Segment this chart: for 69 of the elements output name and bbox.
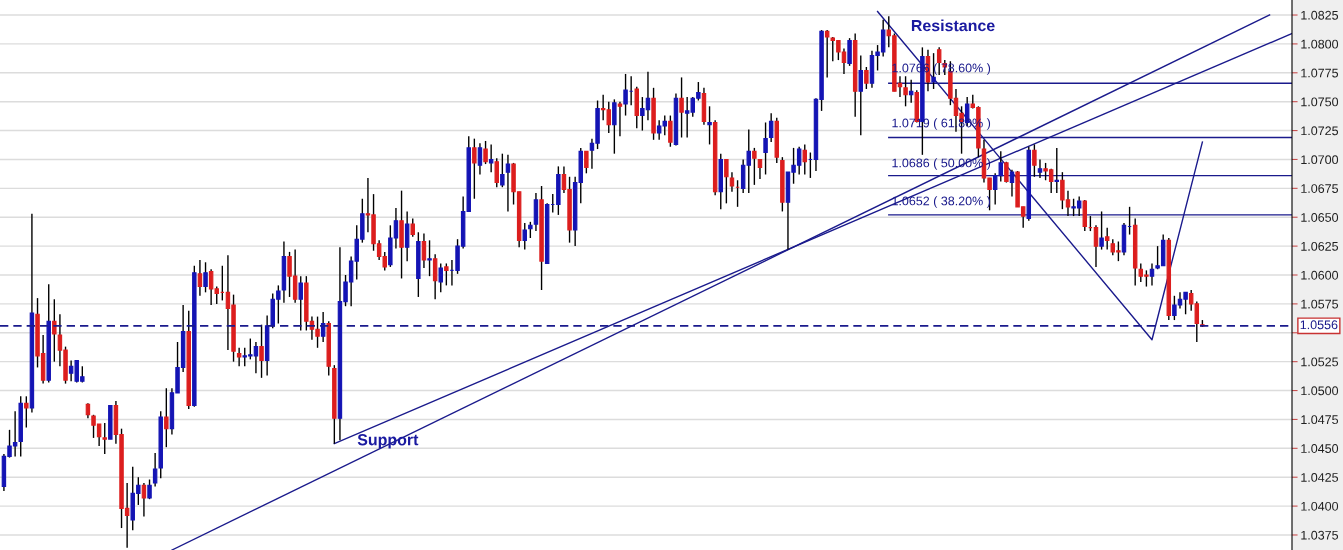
candlestick	[505, 154, 511, 213]
candlestick	[752, 147, 757, 186]
candlestick	[1149, 262, 1155, 287]
y-tick-label: 1.0575	[1301, 299, 1339, 309]
y-tick-label: 1.0650	[1301, 213, 1339, 222]
y-tick-label: 1.0425	[1301, 473, 1339, 482]
candlestick	[102, 422, 107, 455]
candlestick	[724, 158, 729, 205]
ref-line-label: 1.0556	[1300, 320, 1338, 330]
candlestick	[24, 395, 29, 429]
candlestick	[500, 152, 505, 188]
candlestick	[1032, 143, 1037, 178]
y-tick-label: 1.0500	[1301, 386, 1339, 396]
candlestick	[1037, 158, 1043, 179]
candlestick	[903, 75, 908, 107]
y-tick-label: 1.0525	[1301, 357, 1339, 367]
candlestick	[1099, 210, 1104, 251]
candlestick	[1054, 147, 1060, 194]
y-tick-label: 1.0400	[1301, 501, 1339, 511]
candlestick	[494, 157, 499, 188]
candlestick	[410, 217, 415, 238]
y-tick-label: 1.0800	[1301, 39, 1339, 49]
candlestick	[432, 253, 438, 300]
candlestick	[931, 52, 936, 90]
candlestick	[802, 143, 808, 176]
candlestick	[164, 387, 169, 448]
candlestick	[141, 482, 147, 518]
candlestick	[864, 66, 869, 90]
candlestick	[477, 142, 483, 176]
candlestick	[483, 140, 488, 165]
candlestick	[858, 54, 864, 136]
candlestick	[404, 210, 410, 262]
candlestick	[522, 222, 527, 251]
candlestick	[679, 76, 684, 139]
candlestick	[584, 150, 589, 175]
candlestick	[438, 262, 443, 294]
candlestick	[203, 261, 208, 294]
candlestick	[427, 239, 432, 277]
y-tick-label: 1.0700	[1301, 155, 1339, 165]
y-tick-label: 1.0675	[1301, 184, 1339, 193]
y-tick-label: 1.0600	[1301, 270, 1339, 280]
candlestick	[707, 105, 712, 146]
y-tick-label: 1.0725	[1301, 126, 1339, 136]
candlestick	[1104, 226, 1110, 251]
candlestick	[421, 232, 427, 269]
candlestick	[298, 275, 303, 332]
candlestick	[444, 262, 449, 287]
candlestick	[488, 143, 494, 173]
candlestick	[236, 347, 242, 367]
y-tick-label: 1.0375	[1301, 530, 1339, 540]
candlestick	[1093, 224, 1099, 268]
y-tick-label: 1.0625	[1301, 241, 1339, 251]
y-tick-label: 1.0475	[1301, 415, 1339, 425]
candlestick	[757, 158, 763, 180]
candlestick	[668, 114, 673, 148]
candlestick	[197, 259, 203, 297]
candlestick	[763, 121, 768, 176]
candlestick	[472, 137, 477, 200]
candlestick	[612, 98, 617, 155]
y-tick-label: 1.0775	[1301, 68, 1339, 78]
y-tick-label: 1.0450	[1301, 444, 1339, 453]
candlestick	[729, 171, 735, 193]
candlestick	[936, 46, 942, 76]
annotation: Resistance	[911, 19, 995, 32]
y-tick-label: 1.0825	[1301, 10, 1339, 20]
candlestick	[617, 100, 623, 138]
candlestick	[908, 79, 914, 104]
y-tick-label: 1.0750	[1301, 97, 1339, 107]
candlestick	[847, 37, 852, 67]
